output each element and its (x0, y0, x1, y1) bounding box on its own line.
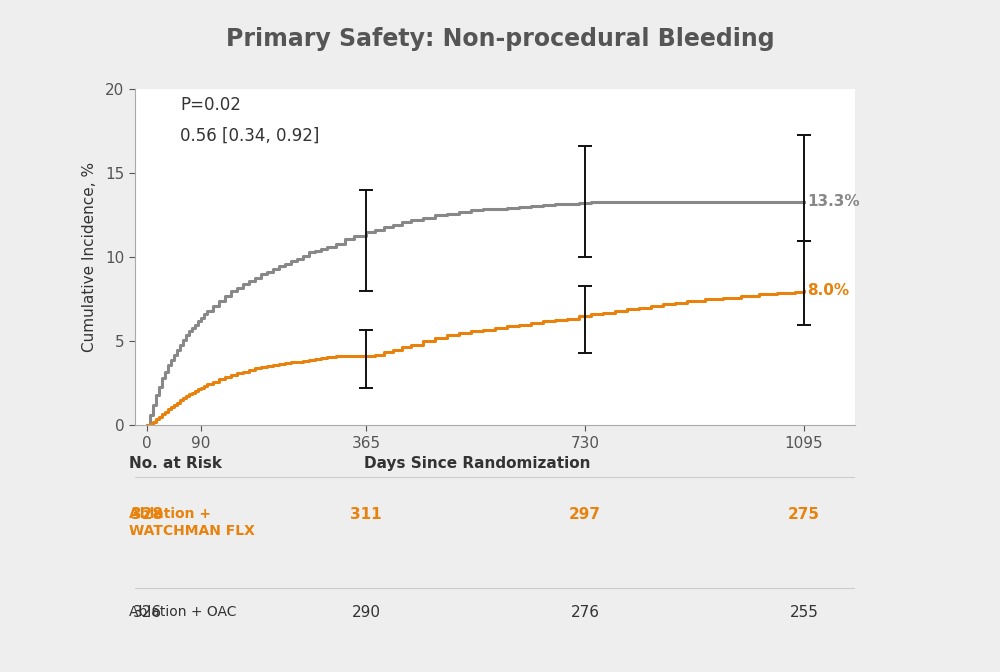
Text: 297: 297 (569, 507, 601, 522)
Text: 290: 290 (352, 605, 380, 620)
Text: Days Since Randomization: Days Since Randomization (364, 456, 590, 471)
Text: Ablation + OAC: Ablation + OAC (129, 605, 237, 619)
Y-axis label: Cumulative Incidence, %: Cumulative Incidence, % (82, 163, 97, 352)
Text: P=0.02: P=0.02 (180, 96, 241, 114)
Text: Primary Safety: Non-procedural Bleeding: Primary Safety: Non-procedural Bleeding (226, 27, 774, 50)
Text: 275: 275 (788, 507, 820, 522)
Text: Ablation +
WATCHMAN FLX: Ablation + WATCHMAN FLX (129, 507, 255, 538)
Text: 311: 311 (350, 507, 382, 522)
Text: 276: 276 (570, 605, 600, 620)
Text: 255: 255 (790, 605, 818, 620)
Text: 328: 328 (131, 507, 163, 522)
Text: No. at Risk: No. at Risk (129, 456, 222, 471)
Text: 0.56 [0.34, 0.92]: 0.56 [0.34, 0.92] (180, 126, 319, 144)
Text: 326: 326 (132, 605, 162, 620)
Text: 8.0%: 8.0% (807, 284, 849, 298)
Text: 13.3%: 13.3% (807, 194, 860, 210)
